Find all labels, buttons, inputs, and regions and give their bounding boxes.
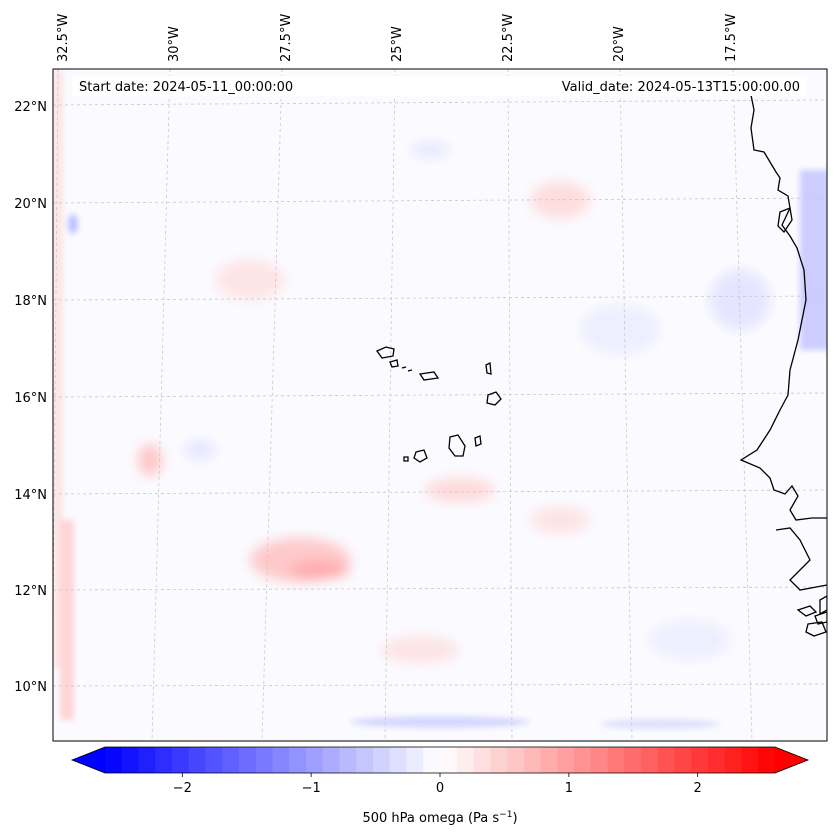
lat-label: 16°N [14, 391, 47, 406]
lat-label: 12°N [14, 584, 47, 599]
colorbar-segment [339, 747, 357, 773]
colorbar-segment [406, 747, 424, 773]
colorbar-segment [473, 747, 491, 773]
island-santiago [448, 434, 466, 457]
colorbar-segment [523, 747, 542, 773]
start-date-label: Start date: 2024-05-11_00:00:00 [79, 80, 293, 95]
colorbar-segment [507, 747, 525, 773]
colorbar-segment [624, 747, 642, 773]
colorbar-segment [373, 747, 391, 773]
colorbar-segment [121, 747, 140, 773]
island-boa-vista [486, 391, 502, 406]
lat-label: 22°N [14, 100, 47, 115]
colorbar-segment [322, 747, 341, 773]
colorbar-segment [155, 747, 173, 773]
island-brava [403, 456, 409, 462]
colorbar-segment [306, 747, 324, 773]
map-panel: Start date: 2024-05-11_00:00:00 Valid_da… [52, 68, 828, 742]
lon-label: 30°W [167, 26, 182, 62]
colorbar-segment [356, 747, 374, 773]
colorbar-tick-label: −1 [302, 781, 321, 796]
colorbar-segment [490, 747, 508, 773]
colorbar-segment [540, 747, 558, 773]
colorbar-tick-label: 1 [565, 781, 573, 796]
lon-label: 20°W [612, 26, 627, 62]
colorbar-segment [239, 747, 257, 773]
colorbar-tick-label: 0 [436, 781, 444, 796]
colorbar-segment [389, 747, 408, 773]
graticule [53, 69, 827, 741]
colorbar-segment [255, 747, 274, 773]
island-sal [485, 361, 492, 375]
lat-label: 20°N [14, 197, 47, 212]
island-maio [474, 435, 482, 447]
longitude-labels: 32.5°W 30°W 27.5°W 25°W 22.5°W 20°W 17.5… [56, 14, 739, 62]
colorbar-ticks: −2 −1 0 1 2 [173, 773, 702, 796]
header-strip [72, 76, 807, 96]
colorbar-segment [641, 747, 659, 773]
map-frame [52, 68, 828, 742]
colorbar-segment [188, 747, 207, 773]
colorbar-segment [222, 747, 240, 773]
colorbar-segment [440, 747, 458, 773]
colorbar: −2 −1 0 1 2 500 hPa omega (Pa s−1) [70, 746, 810, 826]
island-sao-vicente [389, 359, 399, 368]
colorbar-extend-low [72, 747, 105, 773]
colorbar-segment [574, 747, 592, 773]
lon-label: 32.5°W [56, 14, 71, 62]
island-santo-antao [376, 346, 395, 359]
colorbar-label: 500 hPa omega (Pa s−1) [362, 810, 517, 826]
valid-date-label: Valid_date: 2024-05-13T15:00:00.00 [562, 80, 800, 95]
colorbar-segment [272, 747, 290, 773]
colorbar-segment [105, 747, 123, 773]
colorbar-tick-label: 2 [694, 781, 702, 796]
lon-label: 22.5°W [501, 14, 516, 62]
colorbar-segment [423, 747, 441, 773]
cape-verde-islands [376, 346, 502, 463]
lat-label: 18°N [14, 294, 47, 309]
colorbar-segment [138, 747, 156, 773]
colorbar-segments [105, 747, 776, 773]
colorbar-outline [70, 746, 810, 774]
colorbar-segment [708, 747, 726, 773]
lon-label: 27.5°W [279, 14, 294, 62]
lat-label: 10°N [14, 680, 47, 695]
lon-label: 25°W [390, 26, 405, 62]
colorbar-segment [691, 747, 709, 773]
colorbar-tick-label: −2 [173, 781, 192, 796]
colorbar-segment [205, 747, 223, 773]
colorbar-segment [172, 747, 190, 773]
latitude-labels: 22°N 20°N 18°N 16°N 14°N 12°N 10°N [14, 100, 47, 695]
colorbar-segment [557, 747, 575, 773]
coastline [739, 94, 827, 637]
island-fogo [413, 449, 428, 463]
island-sao-nicolau [418, 371, 440, 381]
colorbar-segment [456, 747, 475, 773]
colorbar-segment [674, 747, 692, 773]
omega-field [53, 69, 827, 729]
colorbar-segment [724, 747, 743, 773]
lat-label: 14°N [14, 488, 47, 503]
colorbar-segment [590, 747, 609, 773]
colorbar-segment [741, 747, 759, 773]
colorbar-segment [758, 747, 776, 773]
colorbar-extend-high [775, 747, 808, 773]
colorbar-segment [289, 747, 307, 773]
colorbar-segment [607, 747, 625, 773]
lon-label: 17.5°W [724, 14, 739, 62]
colorbar-segment [657, 747, 676, 773]
